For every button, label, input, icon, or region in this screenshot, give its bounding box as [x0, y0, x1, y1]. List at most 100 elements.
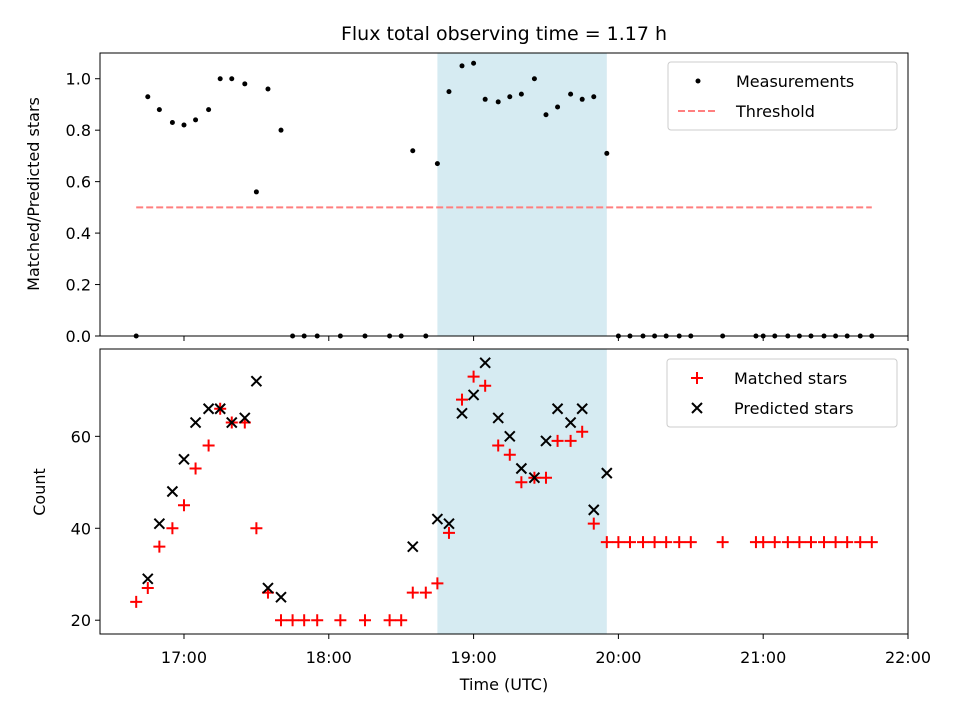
matched-star-point: [479, 379, 492, 392]
matched-star-point: [141, 582, 154, 595]
measurement-point: [591, 94, 597, 100]
matched-star-point: [564, 434, 577, 447]
bottom-y-ticks: 20 40 60: [71, 427, 100, 630]
legend-matched-label: Matched stars: [734, 369, 847, 388]
matched-star-point: [587, 517, 600, 530]
top-y-tick-label: 0.2: [66, 276, 91, 295]
top-y-tick-label: 1.0: [66, 70, 91, 89]
top-y-ticks: 0.0 0.2 0.4 0.6 0.8 1.0: [66, 70, 100, 346]
top-chart-title: Flux total observing time = 1.17 h: [341, 23, 667, 45]
matched-stars-points: [130, 370, 878, 627]
top-y-axis-label: Matched/Predicted stars: [24, 97, 43, 291]
matched-star-point: [660, 536, 673, 549]
matched-star-point: [623, 536, 636, 549]
matched-star-point: [275, 614, 288, 627]
measurement-point: [217, 76, 223, 82]
measurement-point: [145, 94, 151, 100]
bottom-y-tick-label: 20: [71, 611, 91, 630]
matched-star-point: [383, 614, 396, 627]
bottom-x-tick-label: 17:00: [161, 648, 207, 667]
predicted-star-point: [239, 412, 251, 424]
legend-measurements-label: Measurements: [736, 72, 854, 91]
matched-star-point: [431, 577, 444, 590]
predicted-star-point: [214, 403, 226, 415]
legend-predicted-label: Predicted stars: [734, 399, 854, 418]
top-y-tick-label: 0.4: [66, 224, 91, 243]
matched-star-point: [804, 536, 817, 549]
matched-star-point: [829, 536, 842, 549]
predicted-star-point: [202, 403, 215, 415]
predicted-star-point: [250, 375, 263, 387]
top-legend: Measurements Threshold: [667, 61, 898, 131]
predicted-star-point: [275, 591, 287, 603]
top-y-tick-label: 0.0: [66, 327, 91, 346]
bottom-x-tick-label: 18:00: [306, 648, 352, 667]
predicted-star-point: [576, 403, 588, 415]
measurement-point: [518, 91, 524, 97]
matched-star-point: [757, 536, 770, 549]
matched-star-point: [673, 536, 686, 549]
bottom-y-tick-label: 40: [71, 519, 91, 538]
top-axes-frame: [99, 52, 909, 337]
measurement-point: [242, 81, 248, 87]
bottom-x-tick-label: 22:00: [885, 648, 931, 667]
predicted-star-point: [504, 430, 516, 443]
measurement-point: [193, 117, 199, 123]
legend-matched-marker: [691, 372, 703, 384]
top-y-tick-label: 0.6: [66, 173, 91, 192]
bottom-shaded-region: [437, 349, 607, 634]
matched-star-point: [130, 595, 143, 608]
measurement-point: [181, 122, 187, 128]
matched-star-point: [539, 471, 552, 484]
matched-star-point: [189, 462, 202, 475]
predicted-star-point: [456, 407, 468, 420]
bottom-x-tick-label: 21:00: [740, 648, 786, 667]
predicted-stars-points: [142, 357, 613, 603]
measurement-point: [253, 189, 259, 195]
matched-star-point: [311, 614, 324, 627]
matched-star-point: [298, 614, 311, 627]
measurement-point: [446, 89, 452, 95]
matched-star-point: [841, 536, 854, 549]
matched-star-point: [250, 522, 263, 535]
measurement-point: [531, 76, 537, 82]
bottom-axes-frame: [99, 348, 909, 635]
matched-star-point: [818, 536, 831, 549]
top-legend-box: [667, 61, 898, 131]
matched-star-point: [395, 614, 408, 627]
matched-star-point: [854, 536, 867, 549]
matched-star-point: [153, 540, 166, 553]
matched-star-point: [648, 536, 661, 549]
measurement-point: [206, 107, 212, 113]
measurement-point: [555, 104, 561, 110]
predicted-star-point: [467, 389, 480, 401]
predicted-star-point: [528, 472, 541, 484]
bottom-y-tick-label: 60: [71, 427, 91, 446]
measurement-point: [434, 161, 440, 167]
matched-star-point: [637, 536, 650, 549]
predicted-star-point: [492, 412, 504, 424]
matched-star-point: [286, 614, 299, 627]
predicted-star-point: [226, 416, 238, 429]
predicted-star-point: [515, 462, 528, 475]
bottom-legend-box: [666, 358, 898, 428]
measurement-point: [604, 150, 610, 156]
measurement-point: [507, 94, 513, 100]
predicted-star-point: [153, 517, 166, 530]
predicted-star-point: [564, 416, 577, 429]
matched-star-point: [576, 425, 589, 438]
matched-star-point: [456, 393, 469, 406]
measurement-points: [133, 60, 875, 339]
predicted-star-point: [540, 435, 552, 447]
measurement-point: [482, 96, 488, 102]
matched-star-point: [406, 586, 419, 599]
measurement-point: [156, 107, 162, 113]
matched-star-point: [716, 536, 729, 549]
predicted-star-point: [588, 504, 600, 516]
matched-star-point: [166, 522, 179, 535]
legend-measurements-marker: [695, 78, 701, 84]
matched-star-point: [684, 536, 697, 549]
matched-star-point: [551, 434, 564, 447]
matched-star-point: [419, 586, 432, 599]
